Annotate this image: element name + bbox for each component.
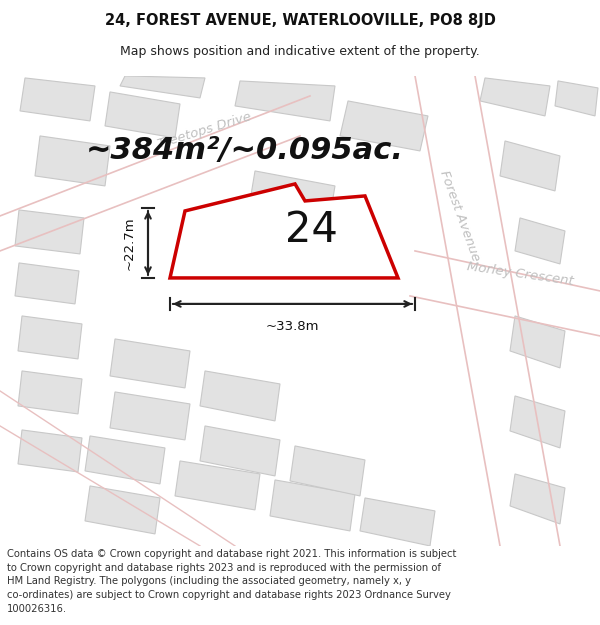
- Polygon shape: [0, 391, 235, 546]
- Polygon shape: [360, 498, 435, 546]
- Polygon shape: [415, 76, 560, 546]
- Polygon shape: [510, 474, 565, 524]
- Polygon shape: [200, 426, 280, 476]
- Polygon shape: [555, 81, 598, 116]
- Polygon shape: [510, 396, 565, 448]
- Polygon shape: [270, 480, 355, 531]
- Polygon shape: [110, 392, 190, 440]
- Polygon shape: [85, 436, 165, 484]
- Text: Forest Avenue: Forest Avenue: [437, 169, 482, 263]
- Polygon shape: [0, 96, 310, 251]
- Polygon shape: [500, 141, 560, 191]
- Polygon shape: [120, 76, 205, 98]
- Polygon shape: [235, 81, 335, 121]
- Polygon shape: [85, 486, 160, 534]
- Text: 24, FOREST AVENUE, WATERLOOVILLE, PO8 8JD: 24, FOREST AVENUE, WATERLOOVILLE, PO8 8J…: [104, 13, 496, 28]
- Text: Map shows position and indicative extent of the property.: Map shows position and indicative extent…: [120, 44, 480, 58]
- Text: Contains OS data © Crown copyright and database right 2021. This information is : Contains OS data © Crown copyright and d…: [7, 549, 457, 614]
- Polygon shape: [170, 184, 398, 278]
- Polygon shape: [200, 371, 280, 421]
- Polygon shape: [18, 371, 82, 414]
- Polygon shape: [510, 316, 565, 368]
- Polygon shape: [105, 92, 180, 138]
- Text: ~384m²/~0.095ac.: ~384m²/~0.095ac.: [86, 136, 404, 166]
- Text: Treetops Drive: Treetops Drive: [157, 111, 253, 151]
- Polygon shape: [110, 339, 190, 388]
- Polygon shape: [35, 136, 110, 186]
- Text: 24: 24: [285, 209, 338, 251]
- Polygon shape: [515, 218, 565, 264]
- Polygon shape: [15, 210, 84, 254]
- Text: ~22.7m: ~22.7m: [123, 216, 136, 270]
- Polygon shape: [18, 430, 82, 472]
- Polygon shape: [18, 316, 82, 359]
- Polygon shape: [250, 171, 335, 216]
- Polygon shape: [290, 446, 365, 496]
- Text: Morley Crescent: Morley Crescent: [466, 260, 574, 288]
- Polygon shape: [480, 78, 550, 116]
- Polygon shape: [15, 263, 79, 304]
- Polygon shape: [20, 78, 95, 121]
- Text: ~33.8m: ~33.8m: [266, 320, 319, 333]
- Polygon shape: [175, 461, 260, 510]
- Polygon shape: [410, 251, 600, 336]
- Polygon shape: [340, 101, 428, 151]
